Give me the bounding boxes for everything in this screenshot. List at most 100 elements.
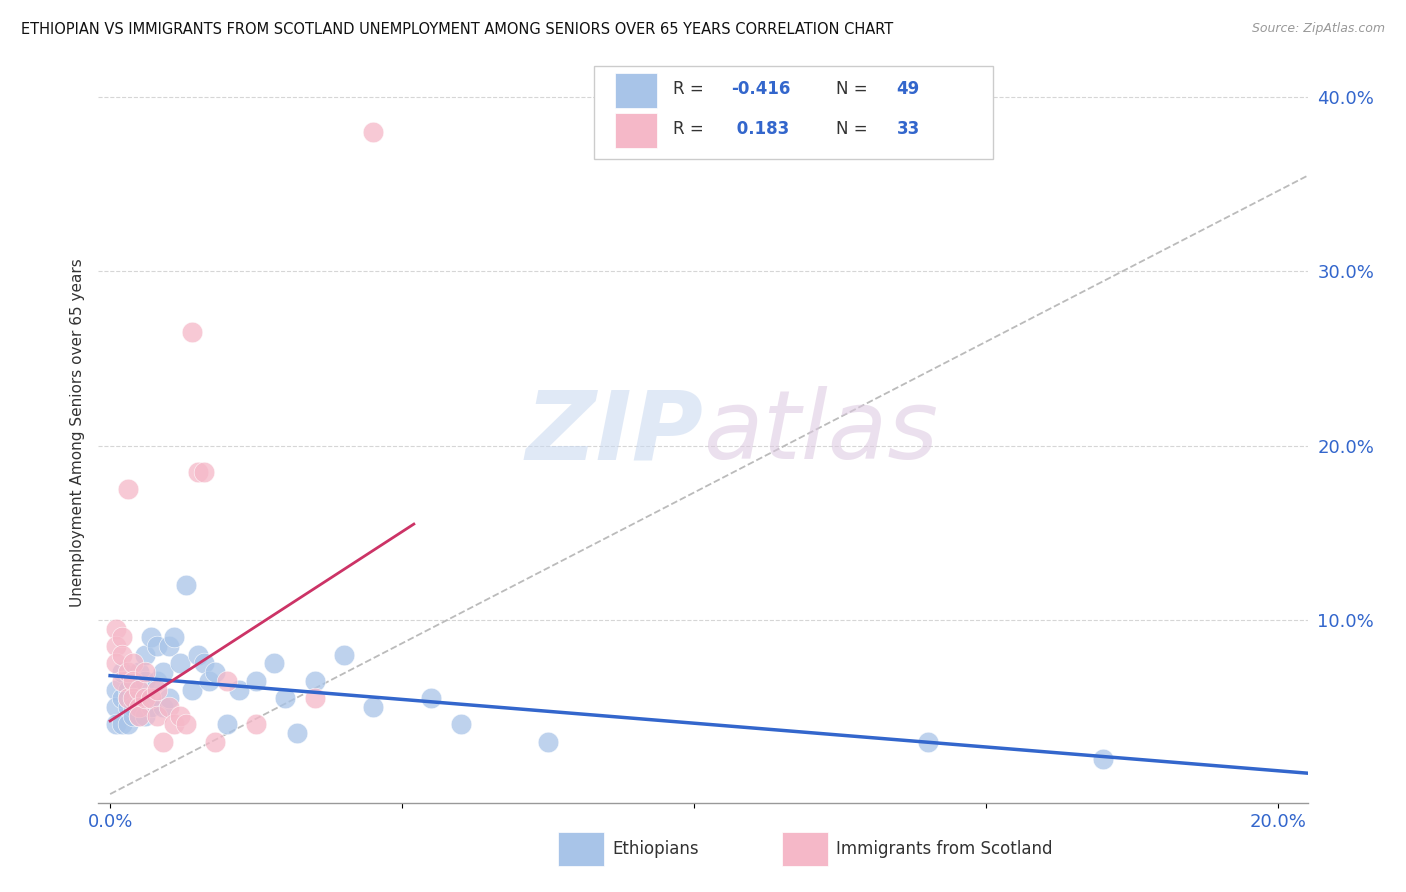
Text: ETHIOPIAN VS IMMIGRANTS FROM SCOTLAND UNEMPLOYMENT AMONG SENIORS OVER 65 YEARS C: ETHIOPIAN VS IMMIGRANTS FROM SCOTLAND UN… bbox=[21, 22, 893, 37]
Point bbox=[245, 673, 267, 688]
Point bbox=[157, 691, 180, 706]
Point bbox=[139, 691, 162, 706]
Text: 33: 33 bbox=[897, 120, 920, 138]
Point bbox=[128, 708, 150, 723]
Text: 49: 49 bbox=[897, 79, 920, 97]
Point bbox=[193, 657, 215, 671]
Point bbox=[117, 717, 139, 731]
Point bbox=[152, 665, 174, 680]
Point bbox=[139, 630, 162, 644]
Point bbox=[117, 482, 139, 496]
Point bbox=[157, 639, 180, 653]
Text: Ethiopians: Ethiopians bbox=[613, 840, 699, 858]
Text: Immigrants from Scotland: Immigrants from Scotland bbox=[837, 840, 1053, 858]
Point bbox=[122, 708, 145, 723]
Text: R =: R = bbox=[672, 79, 709, 97]
Point bbox=[117, 691, 139, 706]
Point bbox=[117, 682, 139, 697]
Text: 0.183: 0.183 bbox=[731, 120, 789, 138]
Text: Source: ZipAtlas.com: Source: ZipAtlas.com bbox=[1251, 22, 1385, 36]
Point bbox=[304, 691, 326, 706]
Point bbox=[263, 657, 285, 671]
Point bbox=[180, 682, 202, 697]
Point bbox=[134, 673, 156, 688]
Text: R =: R = bbox=[672, 120, 709, 138]
Point bbox=[285, 726, 308, 740]
Point bbox=[157, 700, 180, 714]
Point bbox=[111, 673, 134, 688]
Point bbox=[104, 717, 127, 731]
Point bbox=[134, 648, 156, 662]
Point bbox=[111, 665, 134, 680]
Point bbox=[117, 691, 139, 706]
Point bbox=[104, 682, 127, 697]
Point bbox=[122, 673, 145, 688]
Point bbox=[104, 622, 127, 636]
Point bbox=[134, 691, 156, 706]
Point bbox=[361, 125, 384, 139]
Point bbox=[169, 708, 191, 723]
Bar bbox=[614, 72, 657, 108]
Point bbox=[215, 673, 238, 688]
Point bbox=[169, 657, 191, 671]
Text: ZIP: ZIP bbox=[524, 386, 703, 479]
Point bbox=[187, 465, 209, 479]
Point bbox=[134, 708, 156, 723]
Bar bbox=[614, 112, 657, 148]
Point bbox=[122, 700, 145, 714]
Point bbox=[180, 326, 202, 340]
Point bbox=[361, 700, 384, 714]
Text: atlas: atlas bbox=[703, 386, 938, 479]
Point bbox=[111, 717, 134, 731]
Point bbox=[198, 673, 221, 688]
Point bbox=[122, 673, 145, 688]
Point bbox=[174, 717, 197, 731]
FancyBboxPatch shape bbox=[595, 66, 993, 159]
Point bbox=[128, 700, 150, 714]
Point bbox=[1092, 752, 1115, 766]
Point bbox=[104, 639, 127, 653]
Point bbox=[163, 630, 186, 644]
Point bbox=[122, 657, 145, 671]
Point bbox=[228, 682, 250, 697]
Bar bbox=[558, 832, 603, 866]
Point bbox=[420, 691, 443, 706]
Point bbox=[117, 665, 139, 680]
Point bbox=[146, 673, 169, 688]
Point bbox=[111, 648, 134, 662]
Point bbox=[274, 691, 297, 706]
Point bbox=[146, 639, 169, 653]
Point bbox=[245, 717, 267, 731]
Point bbox=[128, 682, 150, 697]
Point bbox=[146, 708, 169, 723]
Point bbox=[204, 735, 226, 749]
Bar bbox=[782, 832, 828, 866]
Point bbox=[187, 648, 209, 662]
Point bbox=[128, 708, 150, 723]
Point bbox=[111, 630, 134, 644]
Y-axis label: Unemployment Among Seniors over 65 years: Unemployment Among Seniors over 65 years bbox=[69, 259, 84, 607]
Point bbox=[917, 735, 939, 749]
Text: -0.416: -0.416 bbox=[731, 79, 790, 97]
Point bbox=[332, 648, 354, 662]
Point bbox=[104, 700, 127, 714]
Point bbox=[450, 717, 472, 731]
Point bbox=[117, 700, 139, 714]
Point bbox=[111, 691, 134, 706]
Point bbox=[134, 665, 156, 680]
Point bbox=[193, 465, 215, 479]
Text: N =: N = bbox=[837, 79, 873, 97]
Point bbox=[139, 700, 162, 714]
Point bbox=[152, 700, 174, 714]
Point bbox=[163, 717, 186, 731]
Point bbox=[204, 665, 226, 680]
Point bbox=[152, 735, 174, 749]
Point bbox=[104, 657, 127, 671]
Text: N =: N = bbox=[837, 120, 873, 138]
Point bbox=[122, 691, 145, 706]
Point bbox=[215, 717, 238, 731]
Point bbox=[304, 673, 326, 688]
Point bbox=[128, 665, 150, 680]
Point bbox=[537, 735, 560, 749]
Point bbox=[146, 682, 169, 697]
